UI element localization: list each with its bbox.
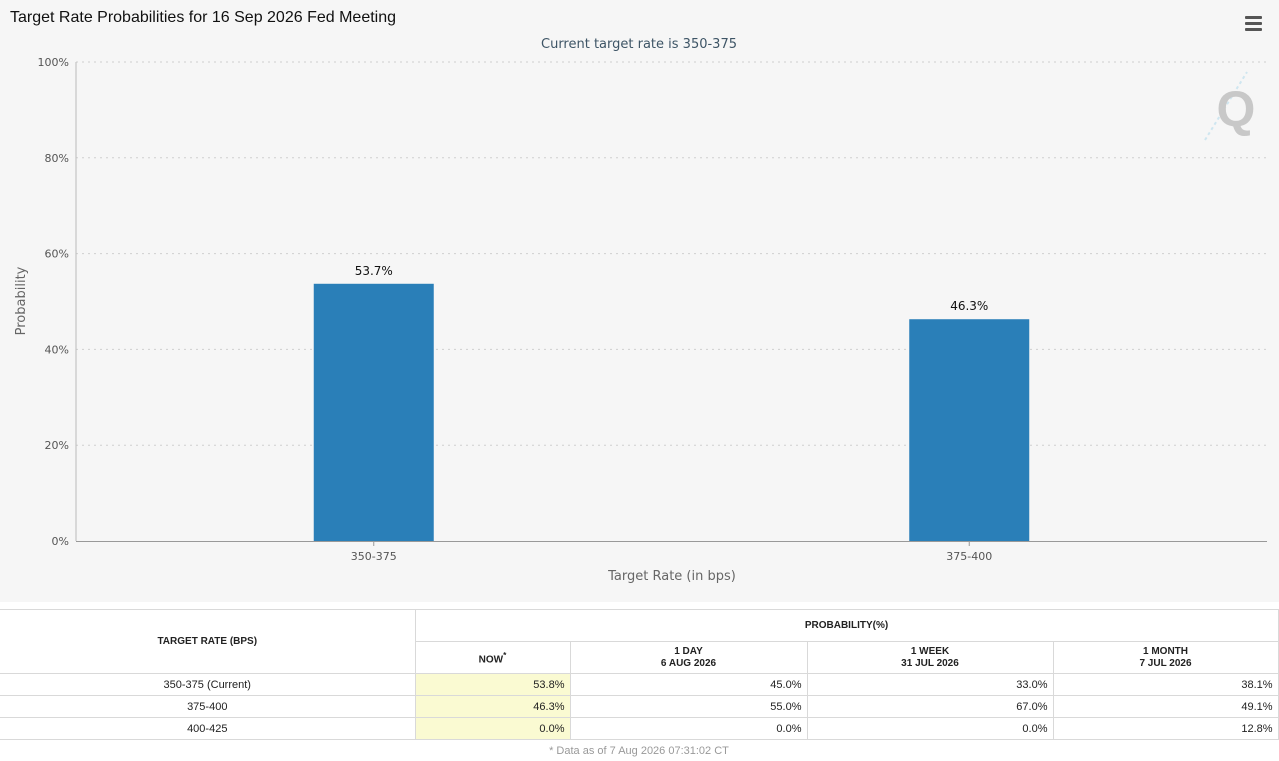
target-rate-header: TARGET RATE (BPS) [0, 609, 416, 674]
column-header-date: 6 AUG 2026 [660, 657, 717, 669]
table-row: 375-400 46.3% 55.0% 67.0% 49.1% [0, 695, 1279, 718]
column-header-label: NOW [478, 654, 504, 666]
table-row: 400-425 0.0% 0.0% 0.0% 12.8% [0, 717, 1279, 740]
chart-panel: Current target rate is 350-375 0% 20% 40% 6… [10, 9, 1267, 584]
y-tick-label: 40% [45, 343, 69, 356]
one-day-cell: 45.0% [569, 673, 808, 696]
rate-cell: 350-375 (Current) [0, 673, 416, 696]
probability-table: TARGET RATE (BPS) PROBABILITY(%) NOW* 1 … [0, 609, 1279, 740]
column-header-1-day: 1 DAY 6 AUG 2026 [569, 641, 808, 674]
y-axis-title: Probability [14, 266, 29, 335]
column-header-date: 31 JUL 2026 [901, 657, 959, 669]
chart-title: Target Rate Probabilities for 16 Sep 202… [10, 9, 397, 26]
one-week-cell: 0.0% [806, 717, 1054, 740]
now-cell: 53.8% [414, 673, 571, 696]
one-month-cell: 49.1% [1052, 695, 1279, 718]
quikstrike-q-logo-icon: Q [1204, 71, 1256, 141]
x-axis-ticks: 350-375 375-400 [351, 541, 992, 563]
column-header-label: 1 WEEK [910, 645, 950, 657]
one-week-cell: 67.0% [806, 695, 1054, 718]
x-axis-title: Target Rate (in bps) [607, 569, 736, 584]
hamburger-menu-icon[interactable] [1243, 11, 1265, 33]
bars [313, 283, 1030, 541]
y-tick-label: 20% [45, 439, 69, 452]
now-cell: 0.0% [414, 717, 571, 740]
column-header-label: 1 MONTH [1143, 645, 1189, 657]
data-timestamp-footnote: * Data as of 7 Aug 2026 07:31:02 CT [549, 745, 729, 757]
grid-lines [76, 61, 1267, 446]
rate-cell: 400-425 [0, 717, 416, 740]
column-header-1-week: 1 WEEK 31 JUL 2026 [806, 641, 1054, 674]
x-tick-label: 350-375 [351, 550, 397, 563]
now-cell: 46.3% [414, 695, 571, 718]
chart-subtitle: Current target rate is 350-375 [541, 37, 737, 52]
one-week-cell: 33.0% [806, 673, 1054, 696]
y-tick-label: 0% [52, 535, 69, 548]
menu-bar [1245, 16, 1262, 19]
column-header-date: 7 JUL 2026 [1139, 657, 1192, 669]
menu-bar [1245, 22, 1262, 25]
y-axis-ticks: 0% 20% 40% 60% 80% 100% [38, 56, 69, 548]
one-month-cell: 12.8% [1052, 717, 1279, 740]
probability-header: PROBABILITY(%) [414, 609, 1279, 642]
column-header-1-month: 1 MONTH 7 JUL 2026 [1052, 641, 1279, 674]
bar-chart: Current target rate is 350-375 0% 20% 40% 6… [14, 37, 1267, 584]
table-row: 350-375 (Current) 53.8% 45.0% 33.0% 38.1… [0, 673, 1279, 696]
data-labels: 53.7% 46.3% [355, 264, 989, 313]
bar-375-400[interactable] [909, 319, 1030, 541]
y-tick-label: 100% [38, 56, 69, 69]
bar-350-375[interactable] [313, 283, 434, 541]
x-tick-label: 375-400 [946, 550, 992, 563]
column-header-footnote-mark: * [503, 649, 507, 660]
column-header-label: 1 DAY [674, 645, 703, 657]
one-month-cell: 38.1% [1052, 673, 1279, 696]
svg-text:Q: Q [1217, 81, 1256, 137]
column-header-now: NOW* [414, 641, 571, 674]
y-tick-label: 60% [45, 248, 69, 261]
bar-value-label: 53.7% [355, 264, 393, 278]
bar-value-label: 46.3% [950, 299, 988, 313]
one-day-cell: 55.0% [569, 695, 808, 718]
rate-cell: 375-400 [0, 695, 416, 718]
menu-bar [1245, 28, 1262, 31]
one-day-cell: 0.0% [569, 717, 808, 740]
y-tick-label: 80% [45, 152, 69, 165]
